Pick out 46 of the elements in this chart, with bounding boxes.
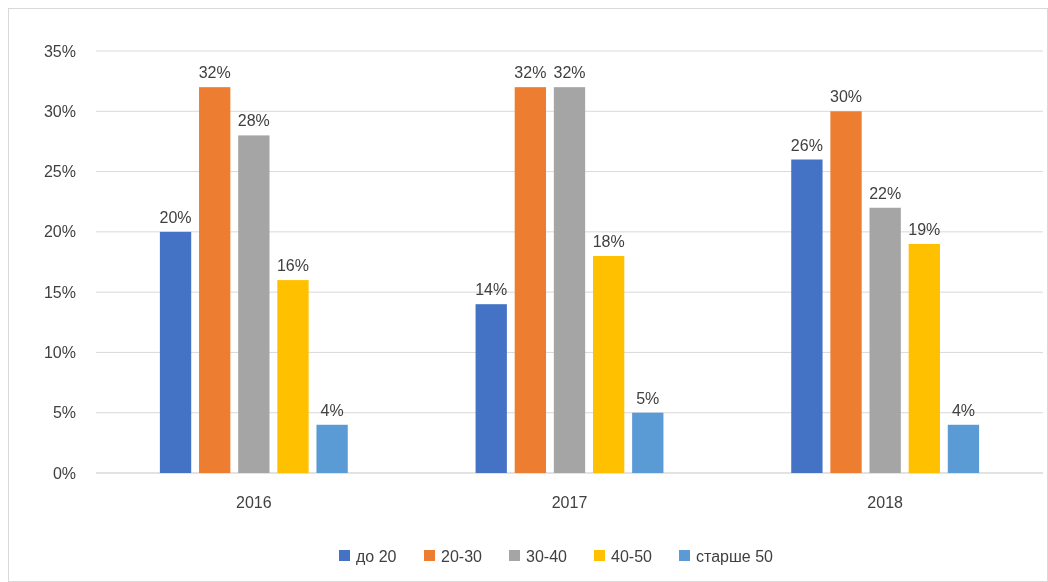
bar <box>199 87 231 473</box>
data-label: 26% <box>790 136 823 154</box>
data-label: 32% <box>198 64 231 82</box>
y-tick-label: 25% <box>43 163 76 181</box>
data-label: 19% <box>908 220 941 238</box>
bar <box>475 304 507 473</box>
data-label: 30% <box>830 88 863 106</box>
bar <box>514 87 547 473</box>
bar <box>592 255 625 473</box>
bar <box>632 412 664 473</box>
data-label: 4% <box>951 401 976 419</box>
x-tick-label: 2017 <box>551 494 588 511</box>
bar <box>277 280 309 473</box>
bar <box>791 159 823 473</box>
bar <box>908 243 940 473</box>
data-label: 16% <box>276 257 309 275</box>
data-label: 14% <box>475 281 508 299</box>
legend-label: 20-30 <box>441 547 483 565</box>
data-label: 18% <box>592 232 625 250</box>
legend-label: до 20 <box>356 547 397 565</box>
data-label: 20% <box>159 208 192 226</box>
x-tick-label: 2016 <box>236 494 272 511</box>
bar <box>869 207 901 473</box>
bar <box>830 111 862 473</box>
bar <box>553 87 586 473</box>
data-label: 5% <box>636 389 660 407</box>
y-tick-label: 15% <box>43 283 76 301</box>
bar <box>159 231 192 473</box>
bar <box>238 135 270 473</box>
data-label: 4% <box>320 401 344 419</box>
bar <box>316 424 348 473</box>
x-tick-label: 2018 <box>867 494 904 511</box>
legend-label: 30-40 <box>526 547 568 565</box>
y-tick-label: 5% <box>52 404 76 422</box>
y-tick-label: 35% <box>43 42 76 60</box>
y-tick-label: 0% <box>52 464 76 482</box>
data-label: 28% <box>237 112 270 130</box>
data-label: 22% <box>869 184 902 202</box>
y-tick-label: 30% <box>43 102 76 120</box>
data-label: 32% <box>553 64 586 82</box>
y-tick-label: 20% <box>43 223 76 241</box>
y-tick-label: 10% <box>43 344 76 362</box>
legend-label: 40-50 <box>611 547 653 565</box>
bar <box>947 424 980 473</box>
data-label: 32% <box>514 64 547 82</box>
legend-label: старше 50 <box>696 547 774 565</box>
